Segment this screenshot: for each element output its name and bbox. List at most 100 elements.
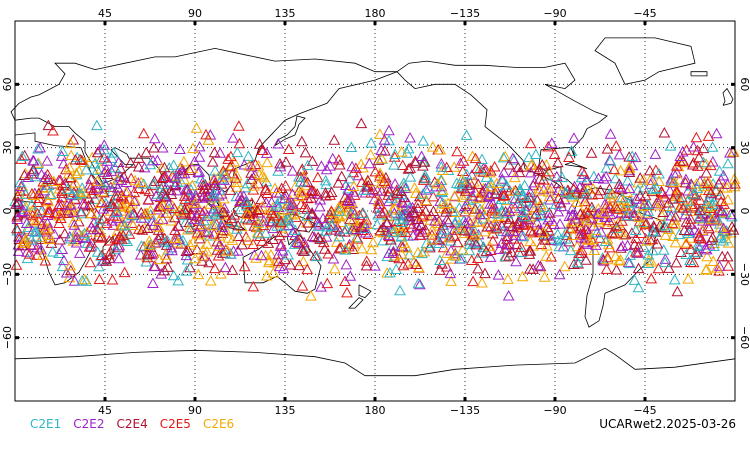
marker-c2e4 (648, 221, 660, 233)
marker-c2e4 (311, 188, 324, 199)
lon-tick-label: 90 (188, 404, 202, 417)
marker-c2e1 (575, 171, 588, 183)
marker-c2e5 (168, 202, 181, 214)
marker-c2e1 (224, 247, 237, 259)
marker-c2e2 (88, 217, 100, 228)
marker-c2e5 (508, 233, 520, 244)
marker-c2e4 (678, 224, 691, 236)
marker-c2e2 (682, 184, 694, 196)
marker-c2e5 (191, 226, 204, 238)
marker-c2e2 (371, 184, 384, 196)
marker-c2e4 (335, 170, 348, 182)
marker-c2e6 (623, 161, 636, 173)
marker-c2e6 (408, 255, 420, 267)
marker-c2e2 (255, 249, 268, 261)
marker-c2e2 (188, 155, 201, 167)
marker-c2e1 (591, 227, 603, 238)
marker-c2e1 (386, 226, 399, 238)
marker-c2e1 (434, 254, 446, 265)
marker-c2e2 (68, 275, 81, 286)
marker-c2e6 (659, 229, 672, 240)
marker-c2e6 (64, 259, 77, 271)
marker-c2e6 (330, 236, 343, 247)
marker-c2e6 (484, 166, 496, 178)
marker-c2e4 (706, 231, 719, 243)
marker-c2e2 (688, 224, 701, 235)
marker-c2e5 (137, 127, 150, 139)
caption: UCARwet2.2025-03-26 (599, 417, 736, 431)
marker-c2e2 (15, 180, 27, 192)
marker-c2e4 (311, 216, 323, 227)
marker-c2e5 (53, 198, 66, 209)
marker-c2e4 (178, 203, 191, 215)
marker-c2e1 (416, 247, 429, 259)
marker-c2e1 (419, 172, 432, 184)
marker-c2e1 (688, 188, 700, 199)
marker-c2e4 (451, 236, 464, 248)
marker-c2e1 (647, 183, 660, 194)
marker-c2e6 (436, 164, 449, 175)
marker-c2e6 (418, 245, 431, 257)
marker-c2e4 (113, 230, 126, 242)
marker-c2e4 (459, 205, 471, 217)
marker-c2e4 (534, 260, 547, 272)
marker-c2e2 (286, 188, 299, 199)
marker-c2e4 (503, 213, 516, 224)
marker-c2e2 (664, 185, 676, 196)
marker-c2e4 (10, 198, 22, 209)
marker-c2e1 (17, 200, 30, 211)
marker-c2e4 (203, 256, 215, 268)
marker-c2e5 (282, 143, 295, 154)
marker-c2e6 (365, 243, 378, 255)
marker-c2e6 (305, 290, 317, 301)
marker-c2e1 (231, 146, 244, 158)
marker-c2e6 (609, 250, 622, 262)
marker-c2e6 (360, 218, 373, 229)
marker-c2e4 (459, 185, 472, 196)
marker-c2e5 (500, 242, 513, 254)
marker-c2e1 (691, 182, 703, 193)
marker-c2e6 (532, 182, 545, 194)
marker-c2e2 (77, 197, 89, 209)
marker-c2e4 (141, 248, 154, 259)
marker-c2e1 (710, 185, 722, 196)
marker-c2e1 (357, 184, 370, 195)
marker-c2e6 (499, 150, 512, 162)
marker-c2e5 (209, 177, 221, 188)
marker-c2e4 (603, 183, 616, 194)
marker-c2e5 (31, 196, 44, 207)
marker-c2e6 (476, 276, 488, 288)
marker-c2e5 (470, 162, 483, 174)
marker-c2e6 (116, 218, 129, 230)
marker-c2e6 (187, 236, 199, 247)
marker-c2e1 (387, 239, 400, 251)
marker-c2e6 (37, 182, 50, 193)
marker-c2e1 (394, 284, 406, 296)
marker-c2e1 (553, 240, 566, 252)
marker-c2e4 (306, 207, 319, 219)
marker-c2e2 (568, 132, 580, 143)
marker-c2e5 (93, 273, 106, 285)
marker-c2e4 (403, 210, 416, 221)
marker-c2e4 (328, 134, 341, 145)
marker-c2e6 (696, 224, 708, 235)
marker-c2e6 (617, 203, 630, 215)
marker-c2e6 (508, 185, 520, 196)
marker-c2e2 (548, 218, 560, 229)
marker-c2e1 (386, 223, 398, 235)
marker-c2e6 (585, 214, 597, 226)
coastline (594, 37, 696, 85)
marker-c2e1 (495, 205, 508, 216)
marker-c2e5 (179, 193, 192, 204)
marker-c2e1 (534, 209, 546, 221)
marker-c2e2 (111, 212, 123, 223)
marker-c2e2 (382, 195, 395, 207)
marker-c2e6 (412, 261, 425, 273)
marker-c2e1 (555, 233, 568, 245)
marker-c2e1 (632, 281, 645, 293)
marker-c2e1 (275, 193, 287, 205)
marker-c2e6 (395, 248, 408, 259)
marker-c2e4 (626, 227, 638, 238)
marker-c2e6 (374, 128, 386, 139)
marker-c2e5 (325, 205, 338, 216)
